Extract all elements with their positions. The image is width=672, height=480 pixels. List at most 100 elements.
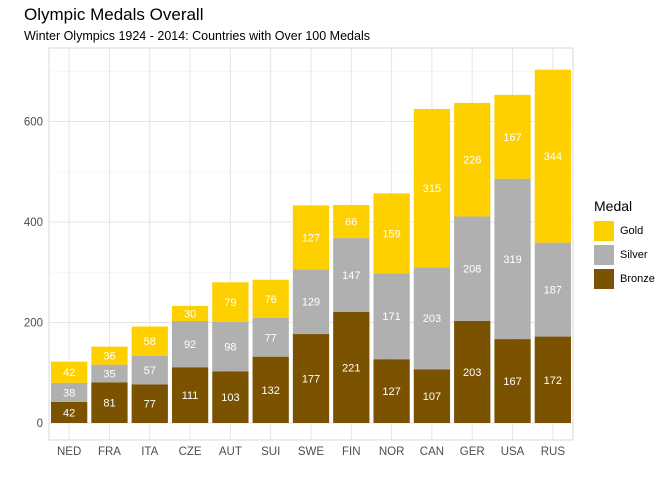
legend-title: Medal [594,198,633,214]
data-label-silver-sui: 77 [265,332,277,344]
bar-bronze-usa [494,339,531,423]
bar-bronze-sui [252,356,289,423]
data-label-bronze-fra: 81 [103,398,115,410]
bar-bronze-swe [292,334,330,423]
data-label-gold-rus: 344 [544,151,562,163]
legend-label-gold: Gold [620,224,644,237]
bar-bronze-fra [91,382,128,423]
bar-gold-usa [494,94,531,179]
bar-gold-nor [373,193,410,274]
bar-silver-swe [292,269,330,335]
data-label-bronze-ita: 77 [144,399,156,411]
bar-bronze-fin [333,311,370,423]
legend-label-bronze: Bronze [620,272,655,285]
data-label-silver-ger: 208 [463,264,481,276]
chart-title: Olympic Medals Overall [24,5,204,24]
data-label-bronze-aut: 103 [221,392,239,404]
x-tick-label: USA [501,446,525,458]
legend-item-gold: Gold [594,219,655,242]
bar-gold-rus [534,69,571,243]
legend-swatch-gold [594,220,614,241]
legend-swatch-bronze [594,268,614,289]
bar-bronze-ger [454,320,491,423]
bar-silver-fin [333,238,370,312]
bar-bronze-nor [373,359,410,423]
data-label-gold-aut: 79 [224,297,236,309]
bar-silver-ned [51,382,88,402]
bar-bronze-ned [51,401,88,423]
x-tick-label: SUI [261,446,280,458]
data-label-bronze-ned: 42 [63,407,75,419]
data-label-gold-ger: 226 [463,155,481,167]
bar-silver-cze [171,320,209,368]
x-tick-label: AUT [219,446,242,458]
data-label-silver-ned: 38 [63,387,75,399]
data-label-gold-usa: 167 [503,132,521,144]
data-label-silver-can: 203 [423,313,441,325]
chart-legend: Medal Gold Silver Bronze [594,198,655,291]
bar-gold-ger [454,102,491,217]
bar-silver-usa [494,178,531,340]
data-label-bronze-usa: 167 [503,376,521,388]
x-tick-label: CZE [179,446,202,458]
legend-item-silver: Silver [594,243,655,266]
data-label-silver-aut: 98 [224,342,236,354]
data-label-gold-can: 315 [423,183,441,195]
data-label-gold-ita: 58 [144,336,156,348]
bar-silver-ger [454,216,491,321]
y-tick-label: 200 [24,318,43,330]
y-tick-label: 600 [24,117,43,129]
x-tick-label: CAN [420,446,444,458]
data-label-bronze-can: 107 [423,391,441,403]
data-label-bronze-cze: 111 [182,390,199,402]
bar-gold-can [413,108,451,268]
data-label-silver-cze: 92 [184,339,196,351]
data-label-gold-fin: 66 [345,216,357,228]
x-tick-label: ITA [141,446,158,458]
x-tick-label: GER [460,446,485,458]
bar-silver-nor [373,273,410,360]
data-label-bronze-nor: 127 [382,386,400,398]
data-label-silver-ita: 57 [144,365,156,377]
bar-gold-aut [212,282,249,322]
bar-silver-sui [252,317,289,357]
data-label-silver-nor: 171 [382,311,400,323]
bar-bronze-cze [171,367,209,423]
data-label-bronze-swe: 177 [302,374,320,386]
bar-gold-ned [51,361,88,383]
bar-gold-ita [131,326,168,356]
bar-bronze-ita [131,384,168,423]
x-tick-label: FIN [342,446,361,458]
data-label-silver-fra: 35 [103,369,115,381]
data-label-bronze-fin: 221 [342,362,360,374]
bar-bronze-aut [212,371,249,423]
x-tick-label: FRA [98,446,121,458]
data-label-bronze-sui: 132 [262,385,280,397]
x-tick-label: NOR [379,446,405,458]
bar-silver-fra [91,364,128,383]
bar-bronze-rus [534,336,571,423]
chart-subtitle: Winter Olympics 1924 - 2014: Countries w… [24,29,370,43]
data-label-gold-ned: 42 [63,367,75,379]
data-label-bronze-ger: 203 [463,367,481,379]
data-label-silver-usa: 319 [503,254,521,266]
data-label-gold-swe: 127 [302,232,320,244]
bar-bronze-can [413,369,451,423]
y-tick-label: 0 [37,418,43,430]
x-tick-label: SWE [298,446,325,458]
bar-gold-sui [252,279,289,318]
bar-gold-fra [91,346,128,365]
x-tick-label: NED [57,446,81,458]
data-label-silver-swe: 129 [302,297,320,309]
data-label-silver-fin: 147 [342,270,360,282]
x-tick-label: RUS [541,446,566,458]
data-label-bronze-rus: 172 [544,375,562,387]
legend-swatch-silver [594,244,614,265]
bar-gold-cze [171,305,209,321]
data-label-gold-fra: 36 [103,351,115,363]
y-tick-label: 400 [24,217,43,229]
bar-silver-aut [212,321,249,372]
data-label-gold-nor: 159 [382,228,400,240]
bar-silver-ita [131,355,168,385]
